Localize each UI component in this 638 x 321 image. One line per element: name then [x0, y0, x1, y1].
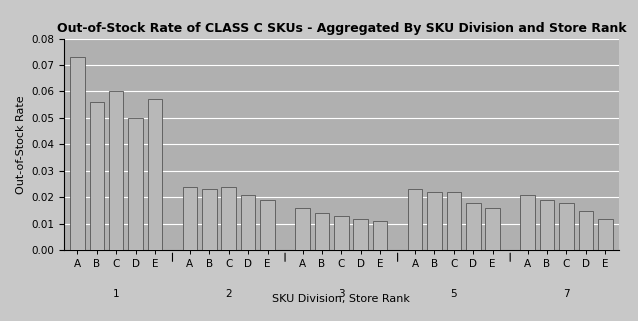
Text: 5: 5: [450, 289, 457, 299]
Text: 3: 3: [338, 289, 345, 299]
Bar: [486, 208, 500, 250]
Bar: [295, 208, 310, 250]
Bar: [109, 91, 124, 250]
Bar: [408, 189, 422, 250]
Bar: [221, 187, 236, 250]
Bar: [202, 189, 217, 250]
Bar: [353, 219, 368, 250]
Bar: [466, 203, 480, 250]
Bar: [579, 211, 593, 250]
Bar: [241, 195, 255, 250]
Bar: [70, 57, 85, 250]
Bar: [148, 100, 162, 250]
Bar: [598, 219, 612, 250]
Bar: [559, 203, 574, 250]
Bar: [521, 195, 535, 250]
Bar: [373, 221, 387, 250]
Text: 7: 7: [563, 289, 570, 299]
Bar: [334, 216, 348, 250]
Bar: [427, 192, 441, 250]
X-axis label: SKU Division, Store Rank: SKU Division, Store Rank: [272, 294, 410, 304]
Bar: [89, 102, 104, 250]
Bar: [447, 192, 461, 250]
Y-axis label: Out-of-Stock Rate: Out-of-Stock Rate: [15, 95, 26, 194]
Bar: [315, 213, 329, 250]
Text: 1: 1: [113, 289, 119, 299]
Bar: [128, 118, 143, 250]
Text: 2: 2: [225, 289, 232, 299]
Bar: [540, 200, 554, 250]
Bar: [182, 187, 197, 250]
Title: Out-of-Stock Rate of CLASS C SKUs - Aggregated By SKU Division and Store Rank: Out-of-Stock Rate of CLASS C SKUs - Aggr…: [57, 22, 626, 35]
Bar: [260, 200, 275, 250]
